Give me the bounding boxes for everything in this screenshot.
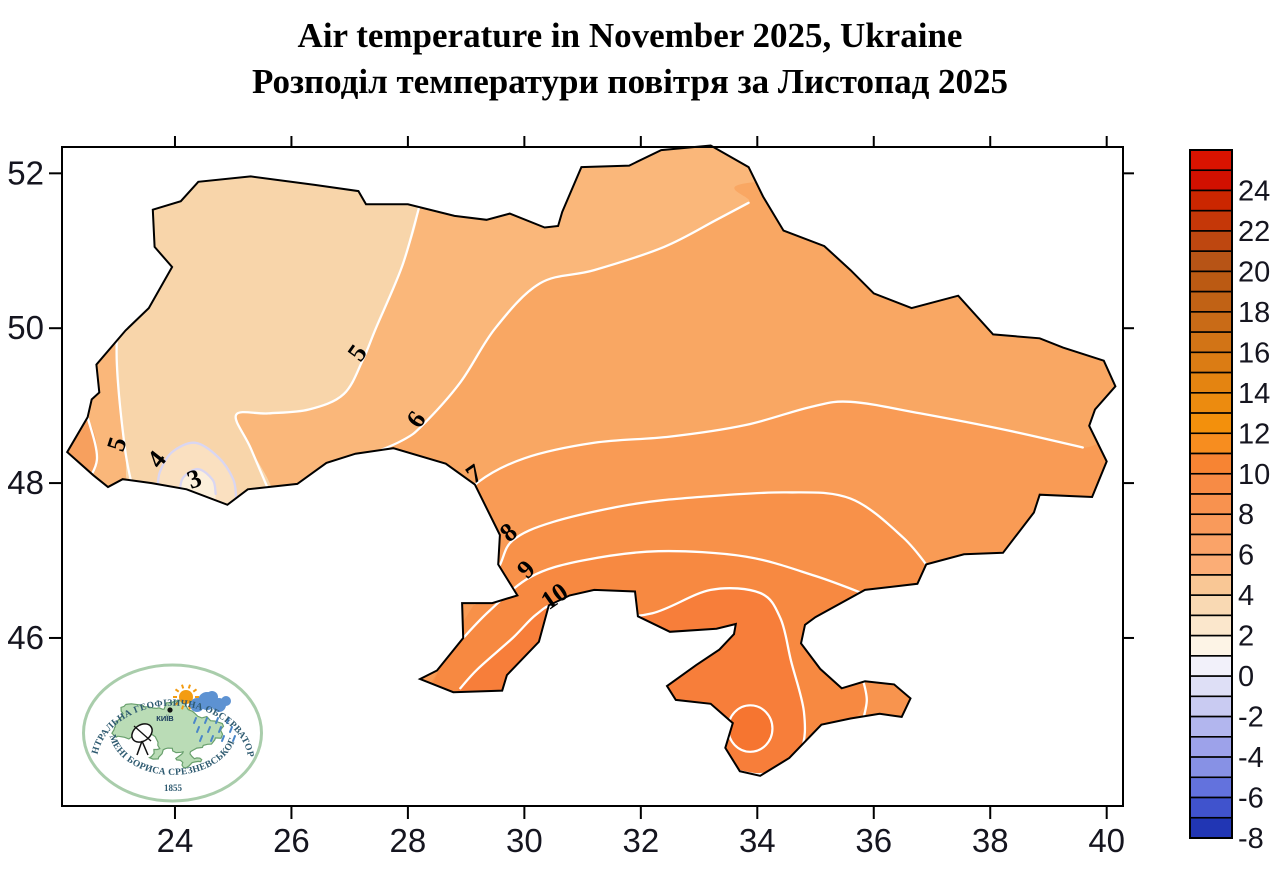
x-tick-label-26: 26 bbox=[273, 822, 310, 859]
contour-line-10 bbox=[459, 587, 807, 776]
colorbar-outline bbox=[1189, 149, 1233, 839]
contour-line-3 bbox=[178, 467, 217, 496]
colorbar-segment-10-9 bbox=[1189, 472, 1233, 495]
colorbar-segment--3--4 bbox=[1189, 736, 1233, 758]
colorbar-label-12: 12 bbox=[1238, 418, 1270, 450]
colorbar-segment-20-19 bbox=[1189, 270, 1233, 293]
colorbar-segment--2--3 bbox=[1189, 715, 1233, 738]
x-tick-label-28: 28 bbox=[390, 822, 427, 859]
colorbar-segment--5--6 bbox=[1189, 776, 1233, 799]
colorbar-segment-0--1 bbox=[1189, 675, 1233, 698]
colorbar-label-10: 10 bbox=[1238, 459, 1270, 491]
colorbar-segment-15-14 bbox=[1189, 371, 1233, 394]
colorbar-segment--1--2 bbox=[1189, 695, 1233, 718]
plot-frame bbox=[61, 146, 1124, 807]
colorbar-label-18: 18 bbox=[1238, 297, 1270, 329]
ukraine-border-outline bbox=[65, 144, 1117, 777]
colorbar-segment-11-10 bbox=[1189, 452, 1233, 475]
x-tick-label-24: 24 bbox=[157, 822, 194, 859]
colorbar-segment-18-17 bbox=[1189, 311, 1233, 333]
colorbar-label-2: 2 bbox=[1238, 621, 1254, 653]
y-tick-label-46: 46 bbox=[7, 619, 44, 656]
colorbar-segment-16-15 bbox=[1189, 351, 1233, 374]
contour-line-8 bbox=[473, 491, 934, 605]
colorbar-label-6: 6 bbox=[1238, 540, 1254, 572]
logo-rain-cloud-icon bbox=[190, 691, 236, 742]
ukraine-border-layer bbox=[65, 144, 1117, 777]
contour-line-9 bbox=[462, 549, 870, 640]
colorbar-segment-21-20 bbox=[1189, 250, 1233, 273]
colorbar-segment-7-6 bbox=[1189, 533, 1233, 556]
logo-year: 1855 bbox=[164, 783, 183, 793]
colorbar-segment-14-13 bbox=[1189, 392, 1233, 414]
x-tick-label-32: 32 bbox=[622, 822, 659, 859]
colorbar-label-16: 16 bbox=[1238, 337, 1270, 369]
colorbar-segment-9-8 bbox=[1189, 493, 1233, 516]
colorbar-segment-2-1 bbox=[1189, 634, 1233, 657]
colorbar-label-8: 8 bbox=[1238, 499, 1254, 531]
colorbar-label-22: 22 bbox=[1238, 216, 1270, 248]
colorbar-label-0: 0 bbox=[1238, 661, 1254, 693]
y-tick-label-48: 48 bbox=[7, 464, 44, 501]
colorbar-segment-8-7 bbox=[1189, 513, 1233, 536]
colorbar-segment-22-21 bbox=[1189, 230, 1233, 252]
colorbar-label-14: 14 bbox=[1238, 378, 1270, 410]
colorbar-label--4: -4 bbox=[1238, 742, 1264, 774]
colorbar-segment-26-25 bbox=[1189, 149, 1233, 172]
logo-kyiv-label: КИЇВ bbox=[156, 714, 174, 723]
x-tick-label-38: 38 bbox=[972, 822, 1009, 859]
contour-line-4 bbox=[156, 441, 238, 499]
x-tick-label-34: 34 bbox=[739, 822, 776, 859]
x-tick-label-36: 36 bbox=[855, 822, 892, 859]
contour-line-5 bbox=[234, 204, 421, 502]
colorbar-segment-25-24 bbox=[1189, 169, 1233, 192]
x-tick-label-30: 30 bbox=[506, 822, 543, 859]
logo-artwork bbox=[131, 684, 236, 756]
contour-line-6 bbox=[325, 201, 750, 489]
colorbar-label--2: -2 bbox=[1238, 702, 1264, 734]
colorbar-segment-6-5 bbox=[1189, 553, 1233, 576]
y-tick-label-50: 50 bbox=[7, 309, 44, 346]
colorbar-segment-12-11 bbox=[1189, 432, 1233, 455]
y-tick-label-52: 52 bbox=[7, 154, 44, 191]
colorbar-segment-23-22 bbox=[1189, 209, 1233, 232]
logo-kyiv-dot bbox=[167, 707, 173, 713]
colorbar-segment-5-4 bbox=[1189, 574, 1233, 596]
x-tick-label-40: 40 bbox=[1088, 822, 1125, 859]
colorbar-label-4: 4 bbox=[1238, 580, 1254, 612]
colorbar-label--8: -8 bbox=[1238, 823, 1264, 855]
map-title-uk: Розподіл температури повітря за Листопад… bbox=[252, 62, 1008, 101]
contour-line-7 bbox=[432, 400, 1084, 539]
temp-zone-11-12-oval bbox=[727, 704, 774, 753]
colorbar-segment-1-0 bbox=[1189, 655, 1233, 677]
colorbar-label-24: 24 bbox=[1238, 175, 1270, 207]
colorbar-label-20: 20 bbox=[1238, 256, 1270, 288]
colorbar-segment--4--5 bbox=[1189, 756, 1233, 779]
colorbar-segment--7--8 bbox=[1189, 816, 1233, 839]
axes-layer: 24 26 28 30 32 34 36 38 40 46 48 50 52 bbox=[7, 136, 1134, 859]
colorbar-segment-13-12 bbox=[1189, 412, 1233, 435]
colorbar-label--6: -6 bbox=[1238, 783, 1264, 815]
colorbar-segment-17-16 bbox=[1189, 331, 1233, 354]
colorbar-segment-24-23 bbox=[1189, 189, 1233, 212]
map-title-en: Air temperature in November 2025, Ukrain… bbox=[298, 16, 963, 55]
colorbar-segment-4-3 bbox=[1189, 594, 1233, 617]
colorbar-segment--6--7 bbox=[1189, 796, 1233, 819]
colorbar-segment-19-18 bbox=[1189, 290, 1233, 313]
colorbar-segment-3-2 bbox=[1189, 614, 1233, 637]
logo-radar-dish-icon bbox=[131, 723, 153, 756]
